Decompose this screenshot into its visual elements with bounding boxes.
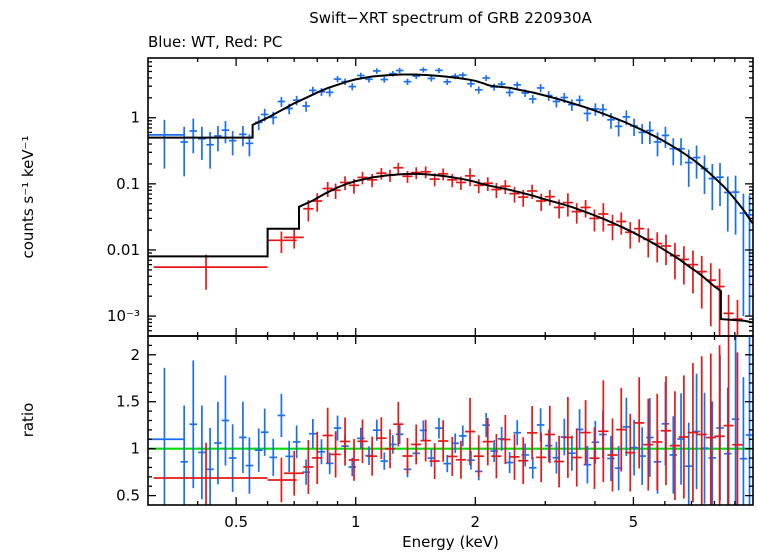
ratio-panel	[148, 336, 753, 505]
tick-label: 1	[130, 440, 140, 458]
tick-label: 0.1	[116, 175, 140, 193]
wt-model-line	[148, 73, 753, 225]
tick-label: 1	[351, 513, 361, 531]
tick-label: 2	[471, 513, 481, 531]
x-axis-label: Energy (keV)	[402, 533, 499, 551]
tick-label: 2	[130, 346, 140, 364]
tick-label: 0.01	[107, 241, 140, 259]
pc-model-line	[148, 172, 753, 324]
tick-label: 5	[629, 513, 639, 531]
plot-title: Swift−XRT spectrum of GRB 220930A	[309, 9, 592, 27]
tick-label: 1.5	[116, 393, 140, 411]
tick-label: 10⁻³	[107, 307, 140, 325]
pc-data-points	[153, 162, 743, 336]
wt-data-points	[148, 67, 753, 317]
wt-ratio-points	[148, 336, 753, 505]
ratio-frame	[147, 335, 754, 506]
tick-labels: 0.5 1 2 5 10⁻³ 0.01 0.1 1 0.5 1 1.5 2	[107, 109, 639, 531]
tick-label: 1	[130, 109, 140, 127]
pc-ratio-points	[153, 336, 743, 505]
spectrum-frame	[147, 57, 754, 337]
spectrum-panel	[148, 67, 753, 336]
axis-ticks	[148, 58, 753, 505]
tick-label: 0.5	[116, 487, 140, 505]
plot-subtitle: Blue: WT, Red: PC	[148, 33, 283, 51]
tick-label: 0.5	[224, 513, 248, 531]
